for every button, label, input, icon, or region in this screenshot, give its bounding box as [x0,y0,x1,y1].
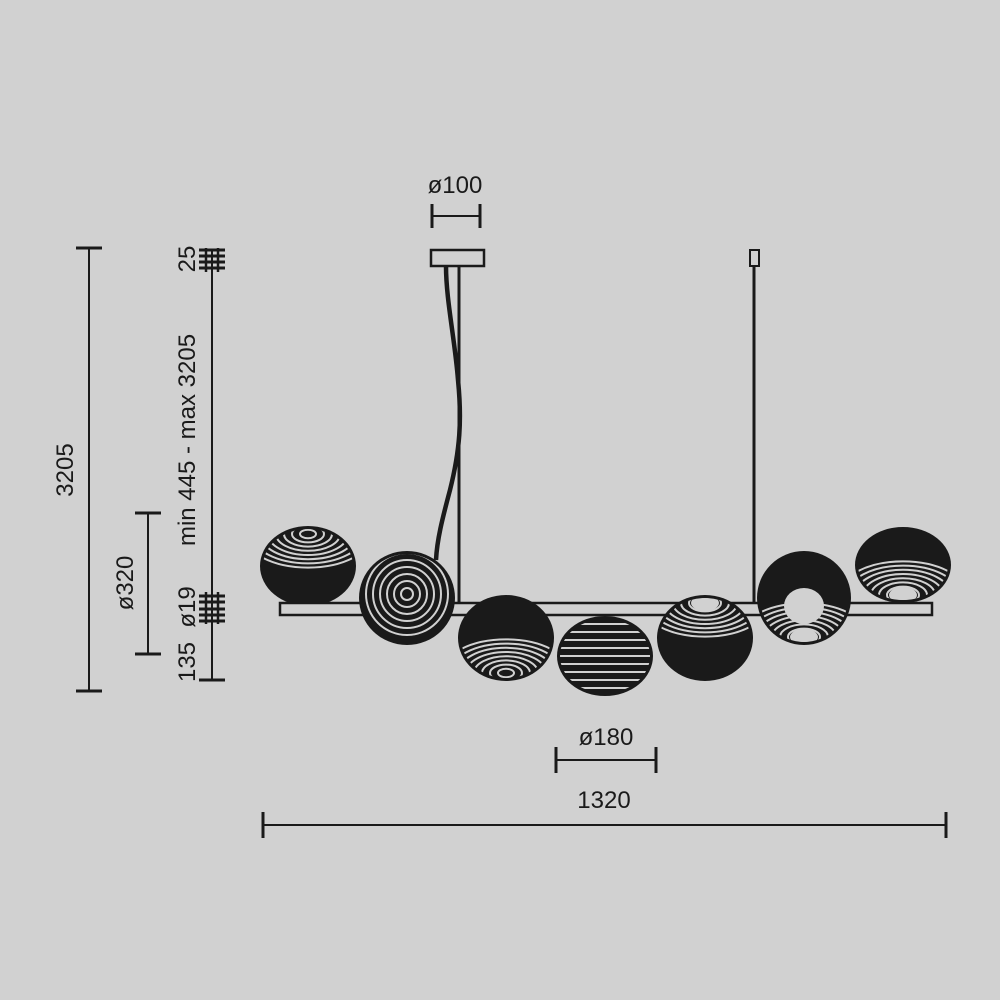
canopy-diameter-dimension: ø100 [428,172,483,228]
globe-small-diameter-dimension: ø180 [554,724,658,773]
total-height-dimension: 3205 [52,246,102,693]
globe-shade [757,551,851,645]
right-suspension-cap [749,249,760,267]
canopy [429,248,486,268]
suspension-range-label: min 445 - max 3205 [174,334,201,546]
fixture [260,248,951,696]
bottom-drop-label: 135 [174,642,201,682]
globe-large-diameter-dimension: ø320 [112,511,161,656]
globe-shade [657,595,753,681]
globe-shade [359,551,455,645]
canopy-diameter-label: ø100 [428,172,483,199]
vertical-chain-dimension: 25 min 445 - max 3205 ø19 135 [174,246,225,682]
canopy-height-label: 25 [174,246,201,273]
globe-shade [260,526,356,606]
total-width-label: 1320 [577,787,630,814]
total-width-dimension: 1320 [261,787,948,838]
globe-small-diameter-label: ø180 [579,724,634,751]
globe-large-diameter-label: ø320 [112,556,139,611]
bar-diameter-label: ø19 [174,586,201,627]
total-height-label: 3205 [52,443,79,496]
power-cable [433,265,463,561]
globe-shade [855,527,951,603]
globe-shade [557,616,653,696]
